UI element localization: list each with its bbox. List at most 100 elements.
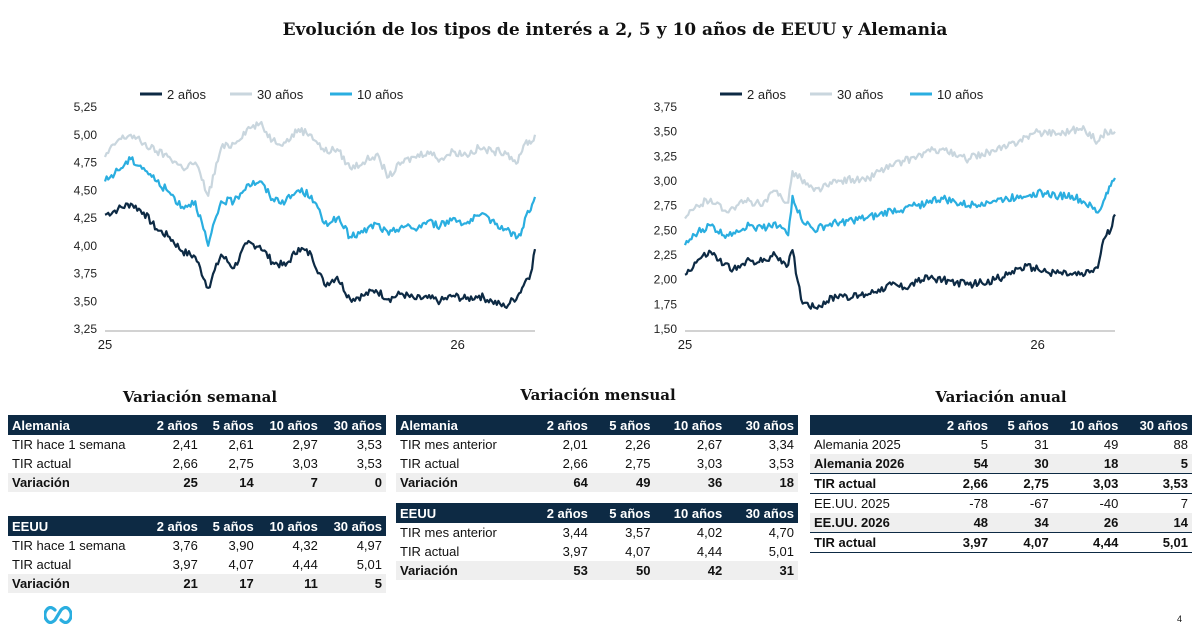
- table-cell: TIR actual: [12, 557, 72, 572]
- table-row: TIR actual 3,97 4,07 4,44 5,01: [8, 555, 386, 574]
- header-cell: 30 años: [726, 415, 798, 435]
- table-cell: 2,01: [562, 437, 588, 452]
- table-cell: 21: [146, 574, 202, 593]
- table-cell: TIR actual: [400, 544, 460, 559]
- x-tick-label: 26: [1030, 337, 1044, 352]
- anual-table: 2 años 5 años 10 años 30 años Alemania 2025 5…: [810, 415, 1192, 553]
- table-cell: 48: [931, 513, 993, 533]
- table-cell: TIR actual: [400, 456, 460, 471]
- table-cell: TIR hace 1 semana: [12, 437, 126, 452]
- table-row: Alemania 2026 54 30 18 5: [810, 454, 1192, 474]
- table-row: Alemania 2025 5 31 49 88: [810, 435, 1192, 454]
- header-cell: 30 años: [726, 503, 798, 523]
- y-tick-label: 2,25: [654, 248, 678, 262]
- header-cell: 5 años: [201, 516, 258, 536]
- table-header: EEUU 2 años 5 años 10 años 30 años: [396, 503, 798, 523]
- table-row: TIR mes anterior 2,01 2,26 2,67 3,34: [396, 435, 798, 454]
- table-cell: 4,97: [356, 538, 382, 553]
- x-tick-label: 25: [98, 337, 112, 352]
- table-cell: Variación: [396, 561, 530, 580]
- table-cell: 17: [201, 574, 258, 593]
- table-cell: 14: [1122, 513, 1192, 533]
- table-cell: TIR actual: [12, 456, 72, 471]
- table-cell: 4,07: [625, 544, 651, 559]
- y-tick-label: 3,75: [74, 267, 98, 281]
- y-tick-label: 3,25: [654, 149, 678, 163]
- legend-label: 2 años: [167, 87, 207, 102]
- legend-label: 30 años: [257, 87, 304, 102]
- table-cell: 3,03: [292, 456, 318, 471]
- table-cell: 2,41: [172, 437, 198, 452]
- table-cell: 18: [1052, 454, 1123, 474]
- table-header: Alemania 2 años 5 años 10 años 30 años: [8, 415, 386, 435]
- table-cell: 3,53: [1122, 473, 1192, 494]
- legend-label: 10 años: [937, 87, 984, 102]
- table-row: TIR actual 2,66 2,75 3,03 3,53: [396, 454, 798, 473]
- table-cell: 2,75: [228, 456, 254, 471]
- header-cell: 5 años: [591, 503, 655, 523]
- header-cell: 10 años: [1052, 415, 1123, 435]
- anual-title: Variación anual: [935, 388, 1067, 406]
- table-row: TIR hace 1 semana 3,76 3,90 4,32 4,97: [8, 536, 386, 555]
- table-cell: 2,66: [172, 456, 198, 471]
- header-cell: 30 años: [321, 415, 386, 435]
- x-tick-label: 25: [678, 337, 692, 352]
- table-cell: EE.UU. 2026: [810, 513, 932, 533]
- series-line-2-años: [104, 202, 537, 309]
- header-cell: 2 años: [931, 415, 993, 435]
- semanal-title: Variación semanal: [122, 388, 278, 406]
- header-cell: EEUU: [396, 503, 530, 523]
- header-cell: [810, 415, 932, 435]
- y-tick-label: 3,75: [654, 100, 678, 114]
- header-cell: 10 años: [654, 503, 727, 523]
- table-cell: 49: [1103, 437, 1119, 452]
- table-cell: 3,03: [1052, 473, 1123, 494]
- table-cell: 26: [1052, 513, 1123, 533]
- table-cell: 54: [931, 454, 993, 474]
- table-cell: 4,44: [292, 557, 318, 572]
- header-cell: Alemania: [8, 415, 146, 435]
- table-row: Variación 64 49 36 18: [396, 473, 798, 492]
- series-line-30-años: [103, 120, 537, 197]
- table-cell: 4,02: [696, 525, 723, 540]
- table-cell: TIR mes anterior: [400, 437, 497, 452]
- table-row: TIR actual 2,66 2,75 3,03 3,53: [8, 454, 386, 473]
- header-cell: 5 años: [201, 415, 258, 435]
- table-cell: 3,57: [625, 525, 651, 540]
- table-cell: 2,75: [992, 473, 1053, 494]
- table-cell: TIR actual: [810, 473, 932, 494]
- table-row: TIR mes anterior 3,44 3,57 4,02 4,70: [396, 523, 798, 542]
- table-cell: 4,70: [768, 525, 794, 540]
- mensual-title: Variación mensual: [520, 386, 676, 404]
- table-cell: 2,61: [228, 437, 254, 452]
- semanal-alemania-table: Alemania 2 años 5 años 10 años 30 años TIR ha…: [8, 415, 386, 492]
- table-cell: 25: [146, 473, 202, 492]
- table-cell: 3,44: [562, 525, 588, 540]
- table-cell: -40: [1099, 496, 1119, 511]
- table-cell: 49: [591, 473, 655, 492]
- series-line-10-años: [683, 177, 1116, 246]
- mensual-eeuu-table: EEUU 2 años 5 años 10 años 30 años TIR mes an…: [396, 503, 798, 580]
- table-header: Alemania 2 años 5 años 10 años 30 años: [396, 415, 798, 435]
- y-tick-label: 4,25: [74, 211, 98, 225]
- table-cell: Alemania 2025: [814, 437, 901, 452]
- header-cell: 10 años: [654, 415, 727, 435]
- y-tick-label: 5,00: [74, 128, 98, 142]
- page-title: Evolución de los tipos de interés a 2, 5…: [282, 20, 948, 40]
- table-row: EE.UU. 2025 -78 -67 -40 7: [810, 494, 1192, 514]
- table-cell: 50: [591, 561, 655, 580]
- header-cell: 30 años: [1122, 415, 1192, 435]
- table-cell: 4,44: [1052, 532, 1123, 553]
- page-number: 4: [1176, 614, 1182, 624]
- table-cell: -78: [969, 496, 989, 511]
- table-cell: 3,53: [356, 456, 382, 471]
- table-cell: 88: [1173, 437, 1188, 452]
- table-row: Variación 25 14 7 0: [8, 473, 386, 492]
- legend-label: 10 años: [357, 87, 404, 102]
- chart-right: 3,75 3,50 3,25 3,00 2,75 2,50 2,25 2,00 1,75 1,50…: [654, 87, 1116, 352]
- table-cell: 5,01: [356, 557, 382, 572]
- table-cell: Variación: [8, 574, 146, 593]
- header-cell: 2 años: [529, 503, 592, 523]
- table-cell: 5: [321, 574, 386, 593]
